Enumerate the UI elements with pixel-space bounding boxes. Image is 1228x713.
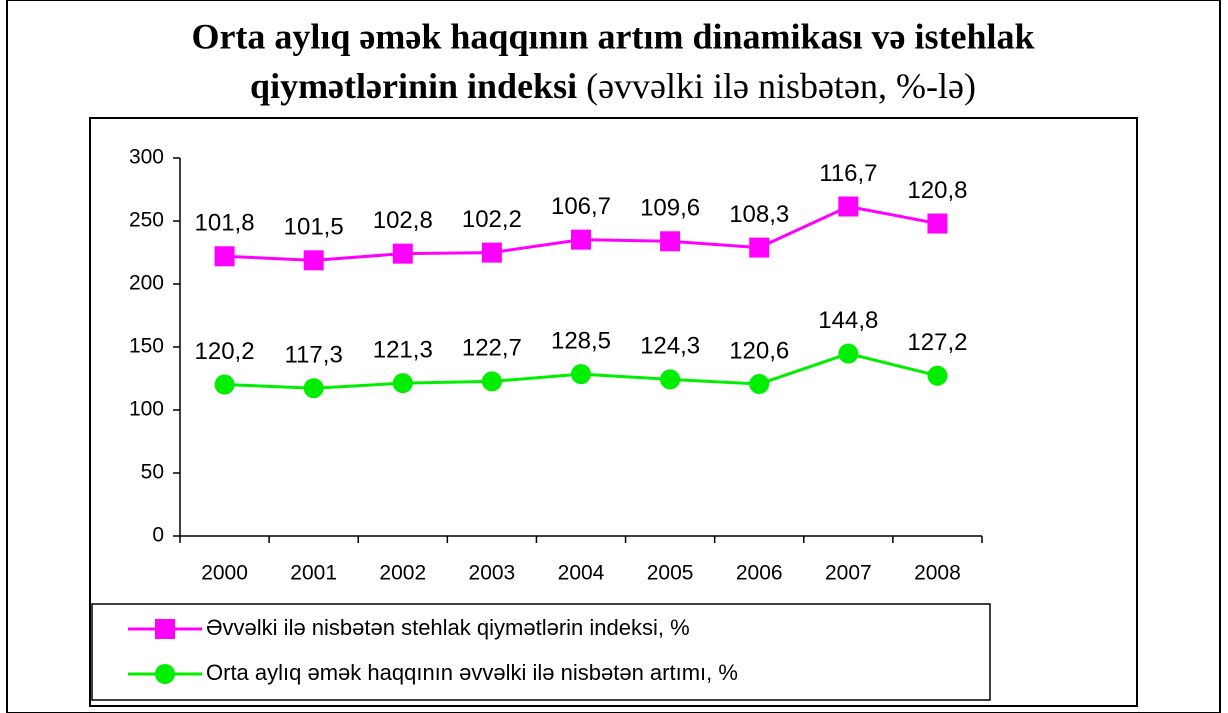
data-label: 102,2 [462, 206, 522, 233]
x-tick-label: 2000 [201, 562, 248, 585]
x-tick-label: 2007 [825, 562, 872, 585]
x-tick-label: 2005 [647, 562, 694, 585]
data-label: 101,5 [284, 214, 344, 241]
data-label: 109,6 [640, 195, 700, 222]
marker [838, 343, 859, 364]
chart-title: qiymətlərinin indeksi [250, 66, 577, 106]
legend-frame [91, 603, 991, 701]
data-label: 120,8 [907, 177, 967, 204]
chart-title: Orta aylıq əmək haqqının artım dinamikas… [191, 16, 1034, 56]
data-label: 108,3 [729, 201, 789, 228]
x-tick-label: 2002 [379, 562, 426, 585]
x-tick-label: 2001 [290, 562, 337, 585]
marker [392, 243, 413, 264]
y-tick-label: 200 [129, 272, 164, 295]
marker [155, 619, 175, 639]
data-label: 127,2 [907, 329, 967, 356]
page-frame [6, 0, 1221, 713]
y-tick-label: 300 [129, 146, 164, 169]
marker [155, 664, 175, 684]
data-label: 120,2 [195, 338, 255, 365]
marker [214, 374, 235, 395]
marker [303, 378, 324, 399]
marker [838, 196, 859, 217]
marker [927, 213, 948, 234]
data-label: 120,6 [729, 337, 789, 364]
chart-frame [89, 117, 1138, 707]
chart-title: qiymətlərinin indeksi (əvvəlki ilə nisbə… [250, 66, 976, 106]
y-tick-label: 150 [129, 335, 164, 358]
marker [214, 246, 235, 267]
x-tick-label: 2008 [914, 562, 961, 585]
y-tick-label: 100 [129, 398, 164, 421]
x-tick-label: 2004 [558, 562, 605, 585]
data-label: 144,8 [818, 307, 878, 334]
data-label: 101,8 [195, 210, 255, 237]
data-label: 102,8 [373, 207, 433, 234]
marker [749, 237, 770, 258]
marker [571, 229, 591, 250]
marker [571, 364, 591, 385]
y-tick-label: 0 [152, 524, 164, 547]
y-tick-label: 250 [129, 209, 164, 232]
data-label: 122,7 [462, 335, 522, 362]
marker [481, 242, 502, 263]
x-tick-label: 2006 [736, 562, 783, 585]
data-label: 121,3 [373, 337, 433, 364]
marker [660, 369, 681, 390]
marker [660, 231, 681, 252]
marker [392, 373, 413, 394]
y-tick-label: 50 [141, 461, 164, 484]
legend-label: Orta aylıq əmək haqqının əvvəlki ilə nis… [206, 660, 738, 685]
data-label: 128,5 [551, 327, 611, 354]
data-label: 106,7 [551, 193, 611, 220]
marker [749, 374, 770, 395]
data-label: 117,3 [285, 342, 343, 369]
marker [927, 365, 948, 386]
data-label: 124,3 [640, 333, 700, 360]
x-tick-label: 2003 [469, 562, 516, 585]
chart-subtitle: (əvvəlki ilə nisbətən, %-lə) [586, 66, 976, 106]
marker [481, 371, 502, 392]
data-label: 116,7 [819, 160, 877, 187]
legend-label: Əvvəlki ilə nisbətən stehlak qiymətlərin… [206, 615, 690, 640]
marker [303, 250, 324, 271]
